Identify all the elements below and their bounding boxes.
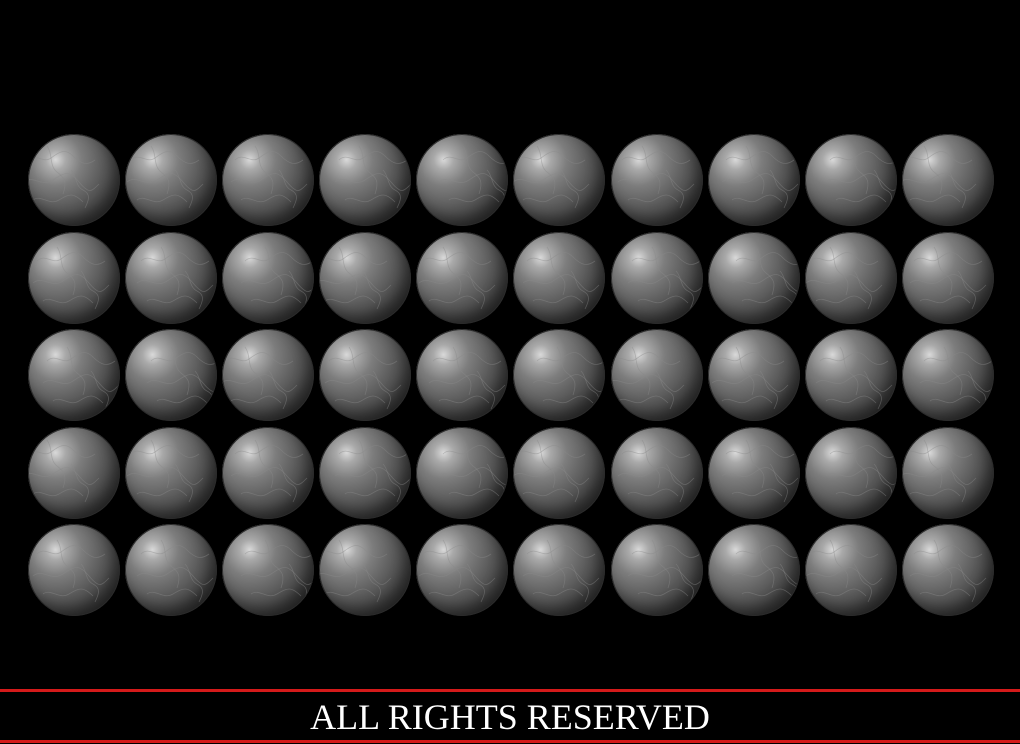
globe-icon bbox=[125, 524, 218, 616]
globe-icon bbox=[513, 426, 606, 519]
globe-icon bbox=[416, 329, 509, 421]
globe-icon bbox=[707, 524, 800, 616]
globe-icon bbox=[319, 231, 412, 324]
globe-icon bbox=[610, 426, 703, 519]
globe-icon bbox=[804, 524, 897, 616]
globe-icon bbox=[707, 329, 800, 421]
globe-icon bbox=[319, 134, 412, 226]
globe-icon bbox=[707, 426, 800, 519]
globe-icon bbox=[222, 524, 315, 616]
globe-icon bbox=[513, 329, 606, 421]
globe-icon bbox=[804, 329, 897, 421]
footer-rule-top bbox=[0, 689, 1020, 692]
globe-icon bbox=[28, 329, 120, 421]
globe-icon bbox=[416, 524, 509, 616]
globe-icon bbox=[319, 426, 412, 519]
globe-icon bbox=[28, 426, 120, 519]
globe-icon bbox=[610, 134, 703, 226]
globe-icon bbox=[416, 134, 509, 226]
globe-icon bbox=[222, 231, 315, 324]
globe-icon bbox=[804, 426, 897, 519]
globe-icon bbox=[804, 134, 897, 226]
globe-icon bbox=[901, 524, 994, 616]
globe-icon bbox=[610, 329, 703, 421]
globe-grid bbox=[28, 134, 994, 616]
globe-icon bbox=[901, 329, 994, 421]
globe-icon bbox=[901, 134, 994, 226]
globe-icon bbox=[610, 524, 703, 616]
globe-icon bbox=[416, 231, 509, 324]
globe-icon bbox=[28, 524, 120, 616]
globe-icon bbox=[28, 134, 120, 226]
globe-icon bbox=[513, 134, 606, 226]
globe-icon bbox=[707, 231, 800, 324]
globe-icon bbox=[513, 524, 606, 616]
globe-icon bbox=[804, 231, 897, 324]
footer-rule-bottom bbox=[0, 740, 1020, 743]
globe-icon bbox=[416, 426, 509, 519]
globe-icon bbox=[319, 524, 412, 616]
globe-icon bbox=[222, 134, 315, 226]
globe-icon bbox=[28, 231, 120, 324]
globe-icon bbox=[901, 231, 994, 324]
globe-icon bbox=[125, 231, 218, 324]
globe-icon bbox=[901, 426, 994, 519]
globe-icon bbox=[222, 426, 315, 519]
globe-icon bbox=[125, 134, 218, 226]
globe-icon bbox=[610, 231, 703, 324]
globe-icon bbox=[125, 426, 218, 519]
globe-icon bbox=[513, 231, 606, 324]
globe-icon bbox=[707, 134, 800, 226]
globe-icon bbox=[319, 329, 412, 421]
globe-icon bbox=[222, 329, 315, 421]
globe-icon bbox=[125, 329, 218, 421]
footer-copyright-text: ALL RIGHTS RESERVED bbox=[310, 697, 710, 737]
